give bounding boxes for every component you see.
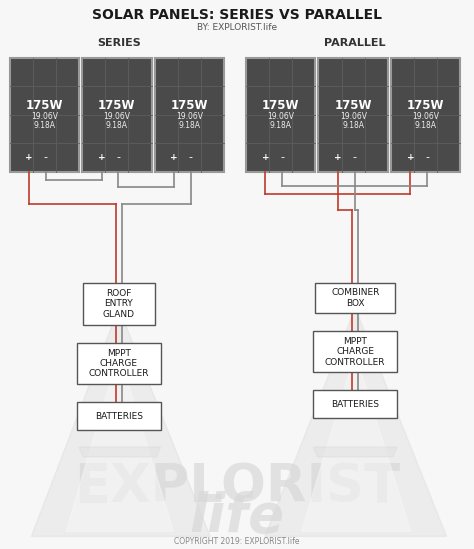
Text: SERIES: SERIES [97,38,141,48]
Text: 9.18A: 9.18A [106,121,128,130]
Bar [77,402,161,430]
Text: MPPT
CHARGE
CONTROLLER: MPPT CHARGE CONTROLLER [325,337,385,367]
Text: COMBINER
BOX: COMBINER BOX [331,288,379,307]
Text: +: + [25,153,33,162]
Text: 9.18A: 9.18A [33,121,55,130]
Text: 9.18A: 9.18A [270,121,292,130]
Text: +: + [262,153,269,162]
Bar [155,58,224,172]
Text: 19.06V: 19.06V [31,112,58,121]
Bar [83,283,155,325]
Polygon shape [31,308,210,536]
Text: BATTERIES: BATTERIES [331,400,379,409]
Text: 9.18A: 9.18A [178,121,201,130]
Bar [82,58,152,172]
Bar [319,58,388,172]
Text: -: - [425,153,429,163]
Text: -: - [44,153,48,163]
Polygon shape [66,352,173,531]
Text: -: - [189,153,193,163]
Bar [313,390,397,418]
Text: 175W: 175W [335,99,372,112]
Text: 19.06V: 19.06V [340,112,367,121]
Polygon shape [265,308,447,536]
Text: COPYRIGHT 2019: EXPLORIST.life: COPYRIGHT 2019: EXPLORIST.life [174,537,300,546]
Text: -: - [353,153,356,163]
Text: 9.18A: 9.18A [415,121,437,130]
Bar [77,343,161,384]
Text: 19.06V: 19.06V [412,112,439,121]
Bar [313,331,397,372]
Text: 19.06V: 19.06V [267,112,294,121]
Polygon shape [301,352,411,531]
Text: BATTERIES: BATTERIES [95,412,143,421]
Bar [9,58,79,172]
Bar [246,58,316,172]
Text: 175W: 175W [171,99,208,112]
Text: +: + [98,153,105,162]
Text: 19.06V: 19.06V [103,112,130,121]
Text: 175W: 175W [407,99,445,112]
Text: -: - [116,153,120,163]
Text: +: + [407,153,414,162]
Text: PARALLEL: PARALLEL [325,38,386,48]
Text: EXPLORIST: EXPLORIST [74,461,400,513]
Text: ROOF
ENTRY
GLAND: ROOF ENTRY GLAND [103,289,135,319]
Text: 175W: 175W [98,99,136,112]
Text: MPPT
CHARGE
CONTROLLER: MPPT CHARGE CONTROLLER [89,349,149,378]
Text: +: + [170,153,178,162]
Text: 175W: 175W [262,99,300,112]
Text: -: - [280,153,284,163]
Text: life: life [190,490,284,542]
Bar [391,58,461,172]
Text: BY: EXPLORIST.life: BY: EXPLORIST.life [197,23,277,32]
Text: 175W: 175W [26,99,63,112]
Polygon shape [313,447,397,457]
Text: 9.18A: 9.18A [342,121,364,130]
Bar [316,283,395,313]
Text: SOLAR PANELS: SERIES VS PARALLEL: SOLAR PANELS: SERIES VS PARALLEL [92,8,382,22]
Text: 19.06V: 19.06V [176,112,203,121]
Polygon shape [79,447,161,457]
Text: +: + [334,153,342,162]
